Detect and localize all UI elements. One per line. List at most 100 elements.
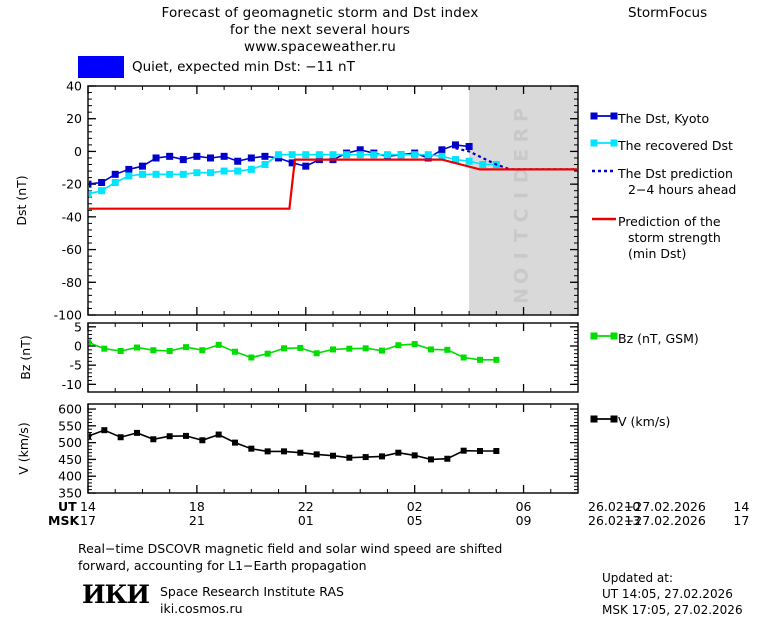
- v-panel-data-point: [330, 452, 336, 459]
- v-panel-data-point: [101, 427, 108, 434]
- time-axis-tick-ut: 02: [407, 499, 423, 514]
- v-panel-data-point: [379, 453, 385, 460]
- legend-marker-v: [590, 415, 598, 423]
- prediction-watermark-letter: I: [511, 192, 533, 199]
- time-axis-tick-msk: 09: [516, 513, 532, 528]
- bz-panel-data-point: [460, 354, 467, 361]
- dst-panel-data-point: [411, 151, 419, 159]
- dst-panel-ytick-label: 0: [74, 144, 82, 159]
- v-panel-data-point: [411, 452, 418, 459]
- dst-panel-data-point: [247, 165, 255, 173]
- legend-label-storm-strength-2: storm strength: [628, 230, 721, 245]
- dst-panel-data-point: [261, 152, 269, 160]
- time-axis-row-label-ut: UT: [58, 499, 77, 514]
- legend-marker-dst-kyoto: [590, 112, 598, 120]
- dst-panel-data-point: [275, 151, 283, 159]
- updated-ut: UT 14:05, 27.02.2026: [602, 587, 733, 601]
- bz-panel-data-point: [166, 347, 173, 354]
- dst-panel-data-point: [465, 157, 473, 165]
- v-panel-data-point: [444, 455, 451, 462]
- time-axis-date-ut: 26.02−27.02.2026: [588, 499, 706, 514]
- dst-panel-data-point: [424, 151, 432, 159]
- legend-marker-dst-recovered: [590, 139, 598, 147]
- bz-panel-data-point: [150, 347, 157, 354]
- bz-panel-data-point: [101, 345, 108, 352]
- v-panel-series-line: [89, 429, 497, 461]
- footnote-line-2: forward, accounting for L1−Earth propaga…: [78, 558, 367, 573]
- prediction-watermark-letter: O: [511, 268, 533, 284]
- bz-panel-data-point: [199, 347, 206, 354]
- dst-panel-data-point: [234, 167, 242, 175]
- v-panel-ytick-label: 500: [58, 435, 82, 450]
- v-panel-ytick-label: 400: [58, 469, 82, 484]
- dst-panel-data-point: [465, 143, 473, 151]
- v-panel-data-point: [281, 448, 287, 455]
- time-axis-tick-msk: 05: [407, 513, 423, 528]
- status-text: Quiet, expected min Dst: −11 nT: [132, 59, 355, 75]
- bz-panel-data-point: [428, 346, 434, 353]
- dst-panel-series-line: [89, 158, 577, 210]
- v-panel-data-point: [297, 449, 304, 456]
- v-panel-data-point: [428, 456, 434, 463]
- v-panel-data-point: [199, 437, 206, 444]
- dst-panel-data-point: [193, 152, 201, 160]
- bz-panel-data-point: [477, 356, 483, 363]
- v-panel-data-point: [134, 429, 140, 436]
- time-axis-tick-msk: 17: [80, 513, 96, 528]
- prediction-watermark-letter: E: [511, 149, 533, 162]
- footnote: Real−time DSCOVR magnetic field and sola…: [78, 540, 618, 574]
- dst-panel-ytick-label: -80: [62, 275, 82, 290]
- bz-panel-ytick-label: 5: [74, 319, 82, 334]
- dst-panel-data-point: [356, 146, 364, 154]
- v-panel-data-point: [248, 445, 255, 452]
- dst-panel-data-point: [125, 172, 133, 180]
- bz-panel-data-point: [232, 348, 238, 355]
- dst-panel-data-point: [302, 162, 310, 170]
- bz-panel-data-point: [362, 345, 369, 352]
- v-panel-ytick-label: 600: [58, 402, 82, 417]
- legend-label-dst-recovered: The recovered Dst: [618, 138, 733, 153]
- v-panel-data-point: [493, 448, 500, 455]
- title-line-2: for the next several hours: [229, 22, 411, 38]
- dst-panel-ytick-label: -100: [54, 308, 82, 323]
- brand-label: StormFocus: [628, 5, 708, 21]
- v-panel-ytick-label: 450: [58, 452, 82, 467]
- v-panel-data-point: [150, 436, 157, 443]
- time-axis-tick-ut: 22: [298, 499, 314, 514]
- bz-panel-data-point: [215, 341, 222, 348]
- dst-panel-data-point: [207, 169, 214, 177]
- prediction-watermark-letter: D: [511, 167, 533, 183]
- dst-panel-data-point: [166, 170, 174, 178]
- dst-panel-data-point: [89, 180, 92, 188]
- v-panel-data-point: [264, 448, 271, 455]
- dst-panel-ytick-label: -20: [62, 177, 82, 192]
- v-panel-data-point: [477, 448, 483, 455]
- v-panel-data-point: [313, 451, 320, 458]
- dst-panel-data-point: [288, 159, 296, 167]
- institute-site[interactable]: iki.cosmos.ru: [160, 601, 243, 616]
- iki-logo: ИКИ: [82, 580, 150, 609]
- dst-panel-data-point: [111, 170, 119, 178]
- legend-marker-bz: [610, 332, 618, 340]
- v-panel-data-point: [460, 447, 467, 454]
- dst-panel-data-point: [138, 170, 146, 178]
- dst-panel-data-point: [261, 161, 269, 169]
- v-panel-ylabel: V (km/s): [16, 422, 31, 474]
- legend-label-dst-prediction-2: 2−4 hours ahead: [628, 182, 737, 197]
- dst-panel-data-point: [343, 151, 351, 159]
- time-axis-tick-msk: 13: [624, 513, 640, 528]
- bz-panel-data-point: [346, 345, 353, 352]
- footnote-line-1: Real−time DSCOVR magnetic field and sola…: [78, 541, 503, 556]
- dst-panel-data-point: [220, 167, 228, 175]
- dst-panel-data-point: [438, 146, 446, 154]
- v-panel-data-point: [362, 454, 369, 461]
- v-panel-data-point: [346, 454, 353, 461]
- bz-panel-data-point: [117, 347, 124, 354]
- bz-panel-data-point: [89, 339, 91, 346]
- v-panel-data-point: [117, 434, 124, 441]
- dst-panel-data-point: [152, 154, 160, 162]
- prediction-watermark-letter: T: [511, 229, 533, 242]
- v-panel-frame: [87, 403, 579, 494]
- legend-marker-dst-kyoto: [610, 112, 618, 120]
